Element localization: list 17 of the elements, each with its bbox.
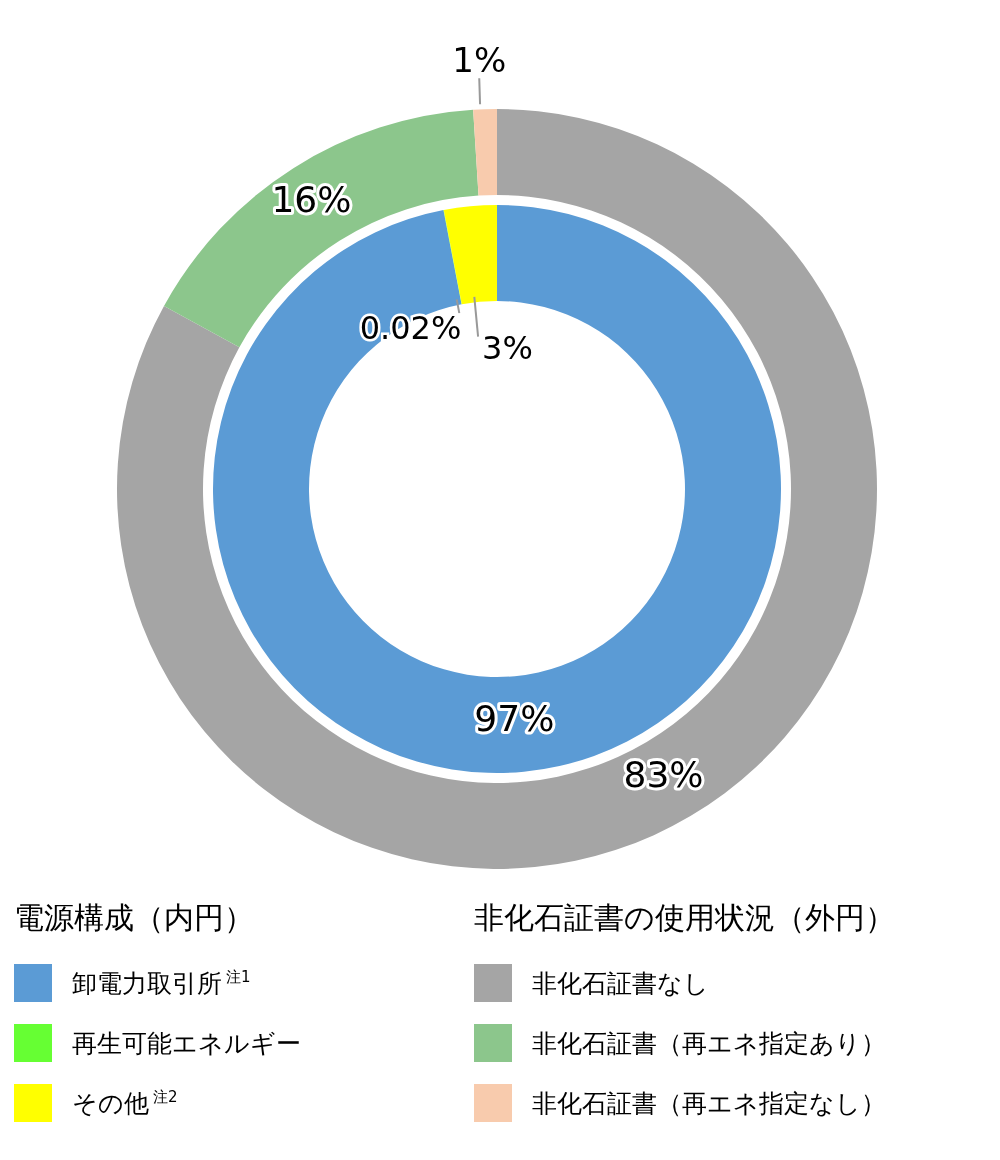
data-label: 16% (271, 178, 352, 220)
data-label: 3% (482, 328, 533, 367)
donut-slice (473, 109, 497, 196)
legend-title: 非化石証書の使用状況（外円） (474, 899, 896, 937)
legend-label: 非化石証書（再エネ指定あり） (532, 1027, 886, 1060)
data-label: 83% (623, 753, 704, 795)
donut-slice (443, 205, 497, 305)
legend-label: その他$^{注2}$ (72, 1087, 178, 1120)
data-label: 1% (452, 40, 507, 81)
legend-label: 非化石証書（再エネ指定なし） (532, 1087, 886, 1120)
legend-label: 卸電力取引所$^{注1}$ (72, 967, 251, 1000)
data-label: 97% (474, 698, 555, 740)
legend-label: 非化石証書なし (532, 967, 709, 1000)
legend-title: 電源構成（内円） (14, 899, 255, 937)
legend-label: 再生可能エネルギー (72, 1027, 301, 1060)
donut-slice (164, 109, 479, 348)
donut-slice (117, 109, 877, 869)
